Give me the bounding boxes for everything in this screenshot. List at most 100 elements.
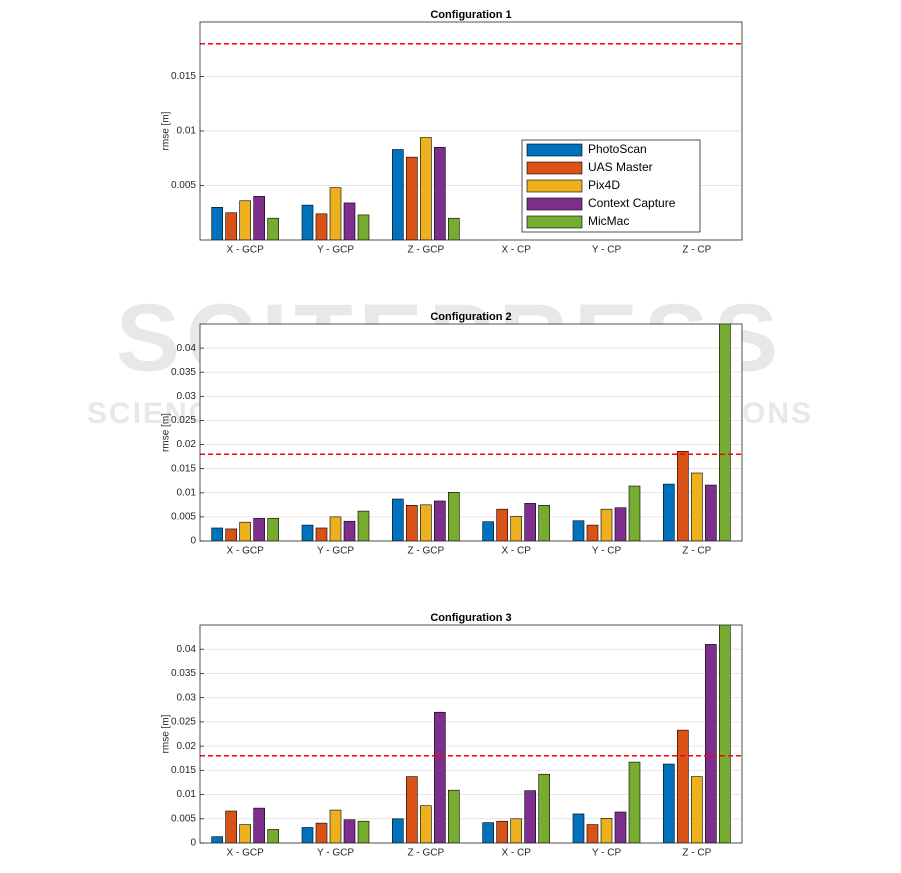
- bar: [719, 625, 731, 843]
- bar: [357, 214, 370, 240]
- x-tick-label: X - GCP: [227, 245, 265, 256]
- bar: [677, 729, 689, 843]
- bar: [406, 505, 418, 541]
- bar: [392, 818, 404, 843]
- chart-title: Configuration 3: [430, 612, 511, 624]
- bar: [357, 510, 370, 541]
- x-tick-label: X - GCP: [227, 848, 265, 859]
- bar: [239, 200, 251, 240]
- y-axis-label: rmse [m]: [161, 413, 172, 452]
- bar: [524, 503, 536, 541]
- bar: [496, 820, 508, 843]
- bar: [496, 508, 508, 541]
- y-tick-label: 0.02: [177, 439, 197, 450]
- y-tick-label: 0.005: [171, 180, 196, 191]
- bar: [239, 521, 251, 541]
- bar: [600, 817, 613, 843]
- x-tick-label: Z - CP: [682, 245, 711, 256]
- bar: [211, 207, 223, 240]
- legend-label: Context Capture: [588, 196, 676, 210]
- y-tick-label: 0: [190, 838, 196, 849]
- y-axis-label: rmse [m]: [161, 714, 172, 753]
- bar: [343, 819, 356, 843]
- bar: [677, 451, 689, 541]
- axes-box: [199, 323, 743, 542]
- subplot: Configuration 2 rmse [m] 0 0.005 0.01 0.015 0.…: [161, 311, 743, 557]
- bar: [572, 813, 585, 843]
- bar: [301, 827, 314, 843]
- bar: [329, 187, 342, 240]
- subplot: Configuration 1 rmse [m] 0.005 0.01 0.015 X -…: [161, 9, 743, 256]
- x-tick-label: Z - GCP: [407, 245, 444, 256]
- bar: [510, 516, 522, 541]
- y-tick-label: 0.01: [177, 487, 197, 498]
- bar: [420, 137, 432, 240]
- legend-swatch: [526, 143, 583, 157]
- bar: [434, 500, 446, 541]
- y-tick-label: 0.005: [171, 512, 196, 523]
- legend-label: PhotoScan: [588, 142, 647, 156]
- y-tick-label: 0.005: [171, 813, 196, 824]
- bar: [420, 504, 432, 541]
- plot-area: [200, 324, 742, 541]
- bar: [600, 508, 613, 541]
- bar: [343, 202, 356, 240]
- bar: [343, 520, 356, 541]
- x-tick-label: X - CP: [501, 245, 531, 256]
- bar: [510, 818, 522, 843]
- legend-swatch: [526, 161, 583, 175]
- bar: [719, 324, 731, 541]
- bar: [434, 711, 446, 843]
- bar: [253, 518, 265, 541]
- bar: [586, 524, 599, 541]
- y-tick-label: 0.035: [171, 668, 196, 679]
- y-tick-label: 0.015: [171, 765, 196, 776]
- y-tick-label: 0.025: [171, 717, 196, 728]
- y-tick-label: 0.03: [177, 391, 197, 402]
- x-tick-label: X - CP: [501, 848, 531, 859]
- bar: [211, 527, 223, 541]
- bar: [434, 147, 446, 240]
- legend-swatch: [526, 197, 583, 211]
- y-tick-label: 0.03: [177, 692, 197, 703]
- y-tick-label: 0.04: [177, 343, 197, 354]
- bar: [538, 505, 550, 541]
- bar: [315, 213, 328, 240]
- y-tick-label: 0.035: [171, 367, 196, 378]
- bar: [211, 836, 223, 843]
- bar: [301, 524, 314, 541]
- bar: [392, 149, 404, 240]
- bar: [691, 472, 703, 541]
- x-tick-label: Z - CP: [682, 848, 711, 859]
- bar: [315, 822, 328, 843]
- bar: [628, 485, 641, 541]
- bars: [211, 625, 731, 843]
- y-tick-label: 0.04: [177, 644, 197, 655]
- bar: [524, 790, 536, 843]
- bar: [329, 809, 342, 843]
- bar: [628, 761, 641, 843]
- x-tick-label: Y - GCP: [317, 245, 354, 256]
- bar: [225, 212, 237, 240]
- bar: [705, 644, 717, 843]
- bar: [448, 217, 460, 240]
- chart-title: Configuration 1: [430, 9, 511, 21]
- axes-box: [199, 624, 743, 844]
- bar: [663, 483, 675, 541]
- bar: [239, 824, 251, 843]
- bar: [406, 156, 418, 240]
- x-tick-label: Z - GCP: [407, 546, 444, 557]
- x-tick-label: Y - GCP: [317, 546, 354, 557]
- bar: [482, 521, 494, 541]
- y-tick-label: 0.015: [171, 71, 196, 82]
- bar: [663, 763, 675, 843]
- chart-title: Configuration 2: [430, 311, 511, 323]
- subplot: Configuration 3 rmse [m] 0 0.005 0.01 0.015 0.…: [161, 612, 743, 859]
- axes-box: [199, 21, 743, 241]
- bar: [406, 776, 418, 843]
- bar: [301, 204, 314, 240]
- bars: [211, 324, 731, 541]
- legend-label: UAS Master: [588, 160, 653, 174]
- x-tick-label: Y - CP: [592, 245, 622, 256]
